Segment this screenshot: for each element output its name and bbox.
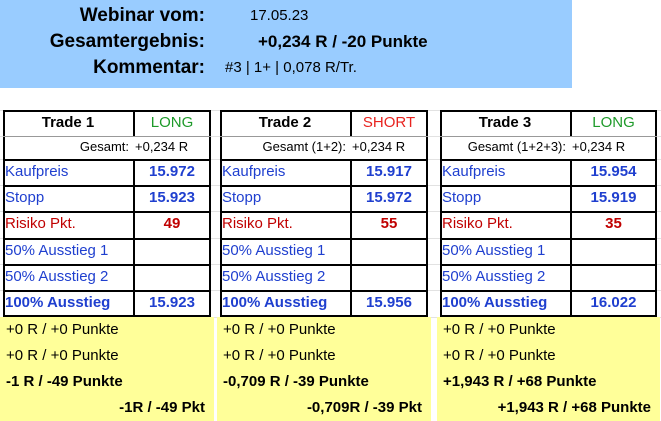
cell-border — [220, 185, 428, 187]
cell-border — [440, 238, 657, 240]
result-line: +0 R / +0 Punkte — [6, 347, 119, 364]
result-line: +0 R / +0 Punkte — [443, 347, 556, 364]
trade-direction: LONG — [150, 114, 194, 131]
row-label: Stopp — [5, 189, 45, 206]
row-value: 15.954 — [590, 163, 637, 180]
row-value: 15.972 — [366, 189, 412, 206]
total-label: Gesamt (1+2): — [262, 139, 346, 154]
row-label: Risiko Pkt. — [222, 215, 293, 232]
row-label: Stopp — [442, 189, 482, 206]
row-value: 16.022 — [590, 294, 637, 311]
result-line: -0,709 R / -39 Punkte — [223, 373, 369, 390]
result-line: +0 R / +0 Punkte — [443, 321, 556, 338]
header-value: #3 | 1+ | 0,078 R/Tr. — [225, 59, 357, 76]
result-line: -1R / -49 Pkt — [119, 399, 205, 416]
result-line: +0 R / +0 Punkte — [223, 321, 336, 338]
row-label: Stopp — [222, 189, 262, 206]
cell-border — [220, 290, 428, 292]
row-label: 50% Ausstieg 2 — [5, 268, 109, 285]
result-line: +1,943 R / +68 Punkte — [497, 399, 651, 416]
row-label: 50% Ausstieg 2 — [222, 268, 326, 285]
cell-border — [220, 159, 428, 161]
cell-border — [440, 185, 657, 187]
trade-direction: LONG — [592, 114, 635, 131]
row-label: 50% Ausstieg 1 — [442, 242, 546, 259]
cell-border — [570, 110, 572, 136]
row-label: 100% Ausstieg — [442, 294, 548, 311]
cell-border — [440, 136, 657, 137]
cell-border — [3, 211, 211, 213]
cell-border — [440, 159, 657, 161]
total-value: +0,234 R — [135, 139, 189, 154]
row-label: Kaufpreis — [222, 163, 286, 180]
header-bg — [0, 0, 572, 88]
row-value: 15.919 — [590, 189, 637, 206]
trade-title: Trade 1 — [41, 114, 95, 131]
cell-border — [440, 264, 657, 266]
cell-border — [220, 136, 428, 137]
trade-title: Trade 2 — [258, 114, 312, 131]
cell-border — [350, 110, 352, 136]
result-line: +0 R / +0 Punkte — [223, 347, 336, 364]
cell-border — [220, 211, 428, 213]
results-bg — [437, 317, 660, 421]
row-value: 15.917 — [366, 163, 412, 180]
result-line: +0 R / +0 Punkte — [6, 321, 119, 338]
trade-table — [3, 110, 211, 317]
results-bg — [217, 317, 431, 421]
cell-border — [3, 185, 211, 187]
row-value: 15.956 — [366, 294, 412, 311]
total-label: Gesamt: — [79, 139, 129, 154]
result-line: +1,943 R / +68 Punkte — [443, 373, 597, 390]
cell-border — [3, 136, 211, 137]
row-value: 35 — [605, 215, 622, 232]
row-label: Risiko Pkt. — [5, 215, 76, 232]
trade-direction: SHORT — [362, 114, 416, 131]
row-label: 100% Ausstieg — [222, 294, 328, 311]
trade-table — [440, 110, 657, 317]
results-bg — [0, 317, 214, 421]
cell-border — [3, 159, 211, 161]
row-label: 50% Ausstieg 1 — [5, 242, 109, 259]
row-value: 15.923 — [149, 294, 195, 311]
row-value: 15.972 — [149, 163, 195, 180]
cell-border — [3, 238, 211, 240]
total-label: Gesamt (1+2+3): — [467, 139, 566, 154]
cell-border — [3, 290, 211, 292]
header-label: Kommentar: — [93, 57, 205, 78]
header-value: 17.05.23 — [250, 7, 309, 24]
header-label: Gesamtergebnis: — [49, 31, 205, 52]
row-label: Kaufpreis — [442, 163, 506, 180]
cell-border — [440, 290, 657, 292]
cell-border — [133, 110, 135, 136]
total-value: +0,234 R — [572, 139, 626, 154]
header-label: Webinar vom: — [79, 5, 205, 26]
cell-border — [3, 264, 211, 266]
row-label: 100% Ausstieg — [5, 294, 111, 311]
result-line: -1 R / -49 Punkte — [6, 373, 123, 390]
result-line: -0,709R / -39 Pkt — [306, 399, 422, 416]
row-label: 50% Ausstieg 1 — [222, 242, 326, 259]
cell-border — [440, 211, 657, 213]
total-value: +0,234 R — [352, 139, 406, 154]
row-label: 50% Ausstieg 2 — [442, 268, 546, 285]
trade-table — [220, 110, 428, 317]
row-value: 49 — [163, 215, 181, 232]
row-value: 15.923 — [149, 189, 195, 206]
row-label: Risiko Pkt. — [442, 215, 513, 232]
cell-border — [220, 238, 428, 240]
row-label: Kaufpreis — [5, 163, 69, 180]
cell-border — [220, 264, 428, 266]
row-value: 55 — [380, 215, 398, 232]
header-value: +0,234 R / -20 Punkte — [258, 32, 428, 51]
trade-title: Trade 3 — [478, 114, 532, 131]
